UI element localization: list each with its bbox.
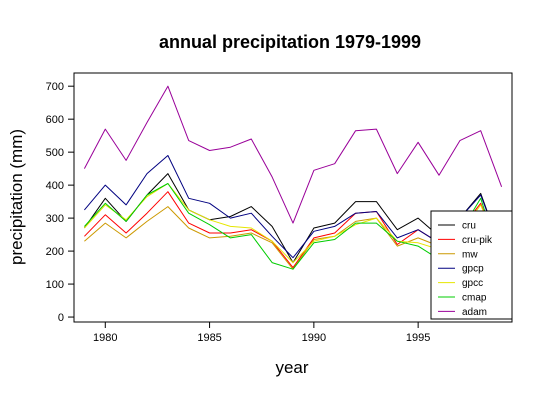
legend-label-gpcp: gpcp bbox=[462, 264, 484, 275]
x-tick-label: 1995 bbox=[406, 332, 430, 344]
legend-label-cru: cru bbox=[462, 221, 476, 232]
x-tick-label: 1990 bbox=[302, 332, 326, 344]
y-tick-label: 600 bbox=[46, 114, 64, 126]
legend-label-mw: mw bbox=[462, 249, 478, 260]
legend-label-cmap: cmap bbox=[462, 293, 487, 304]
legend-label-cru-pik: cru-pik bbox=[462, 235, 493, 246]
y-tick-label: 300 bbox=[46, 213, 64, 225]
legend-label-gpcc: gpcc bbox=[462, 278, 483, 289]
legend: cru cru-pik mw gpcp gpcc cmap adam bbox=[430, 210, 513, 320]
y-tick-label: 0 bbox=[58, 312, 64, 324]
series-line-adam bbox=[83, 85, 503, 224]
plot-frame bbox=[73, 72, 513, 323]
y-tick-label: 700 bbox=[46, 81, 64, 93]
legend-box bbox=[430, 210, 513, 320]
y-axis: 0 100 200 300 400 500 600 700 bbox=[46, 81, 74, 324]
x-axis: 1980 1985 1990 1995 bbox=[93, 322, 430, 344]
x-axis-title: year bbox=[275, 358, 308, 377]
x-tick-label: 1980 bbox=[93, 332, 117, 344]
x-tick-label: 1985 bbox=[197, 332, 221, 344]
chart-title: annual precipitation 1979-1999 bbox=[159, 32, 421, 52]
y-axis-title: precipitation (mm) bbox=[7, 129, 26, 265]
y-tick-label: 100 bbox=[46, 279, 64, 291]
y-tick-label: 200 bbox=[46, 246, 64, 258]
legend-label-adam: adam bbox=[462, 307, 487, 318]
y-tick-label: 500 bbox=[46, 147, 64, 159]
y-tick-label: 400 bbox=[46, 180, 64, 192]
